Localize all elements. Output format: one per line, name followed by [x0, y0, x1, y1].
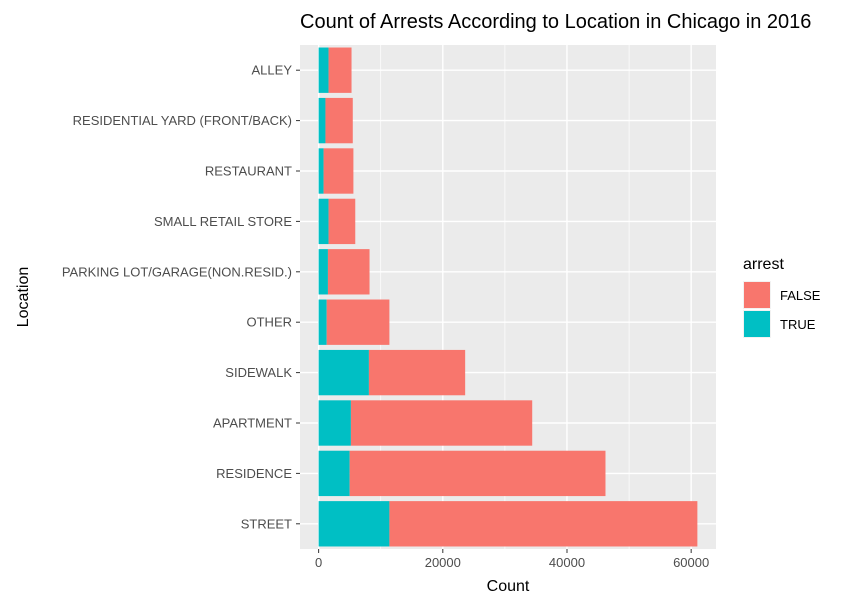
y-axis-title: Location	[15, 267, 32, 328]
legend-label: FALSE	[780, 288, 821, 303]
y-tick-label: APARTMENT	[213, 416, 292, 431]
y-tick-label: ALLEY	[252, 63, 293, 78]
bar-true	[318, 400, 351, 446]
bar-false	[327, 249, 370, 295]
bar-true	[318, 450, 350, 497]
bars-group	[318, 47, 698, 547]
bar-false	[328, 47, 352, 93]
y-axis-ticks: ALLEY RESIDENTIAL YARD (FRONT/BACK) RESTAU…	[62, 63, 300, 531]
chart-title: Count of Arrests According to Location i…	[300, 11, 811, 33]
bar-false	[349, 450, 606, 497]
bar-false	[350, 400, 533, 446]
bar-true	[318, 97, 326, 144]
y-tick-label: PARKING LOT/GARAGE(NON.RESID.)	[62, 264, 292, 279]
bar-true	[318, 198, 329, 245]
bar-true	[318, 299, 327, 345]
x-tick-label: 0	[315, 555, 322, 570]
y-tick-label: STREET	[241, 516, 292, 531]
y-tick-label: OTHER	[247, 315, 293, 330]
x-tick-label: 60000	[673, 555, 709, 570]
x-tick-label: 20000	[425, 555, 461, 570]
bar-true	[318, 249, 328, 295]
bar-false	[325, 97, 353, 144]
bar-true	[318, 148, 324, 194]
bar-true	[318, 349, 369, 396]
y-tick-label: SIDEWALK	[225, 365, 292, 380]
y-tick-label: RESTAURANT	[205, 164, 292, 179]
bar-true	[318, 47, 329, 93]
bar-false	[328, 198, 356, 245]
legend-label: TRUE	[780, 317, 816, 332]
legend-title: arrest	[743, 256, 784, 273]
bar-false	[368, 349, 466, 396]
x-tick-label: 40000	[549, 555, 585, 570]
bar-false	[389, 501, 698, 547]
y-tick-label: RESIDENTIAL YARD (FRONT/BACK)	[73, 113, 292, 128]
bar-false	[326, 299, 390, 345]
legend-key-false	[744, 282, 770, 308]
bar-false	[323, 148, 354, 194]
y-tick-label: SMALL RETAIL STORE	[154, 214, 292, 229]
legend-key-true	[744, 311, 770, 337]
x-axis-title: Count	[487, 578, 530, 595]
legend: arrest FALSE TRUE	[743, 256, 821, 338]
bar-true	[318, 501, 390, 547]
y-tick-label: RESIDENCE	[216, 466, 292, 481]
x-axis-ticks: 0 20000 40000 60000	[315, 549, 709, 570]
